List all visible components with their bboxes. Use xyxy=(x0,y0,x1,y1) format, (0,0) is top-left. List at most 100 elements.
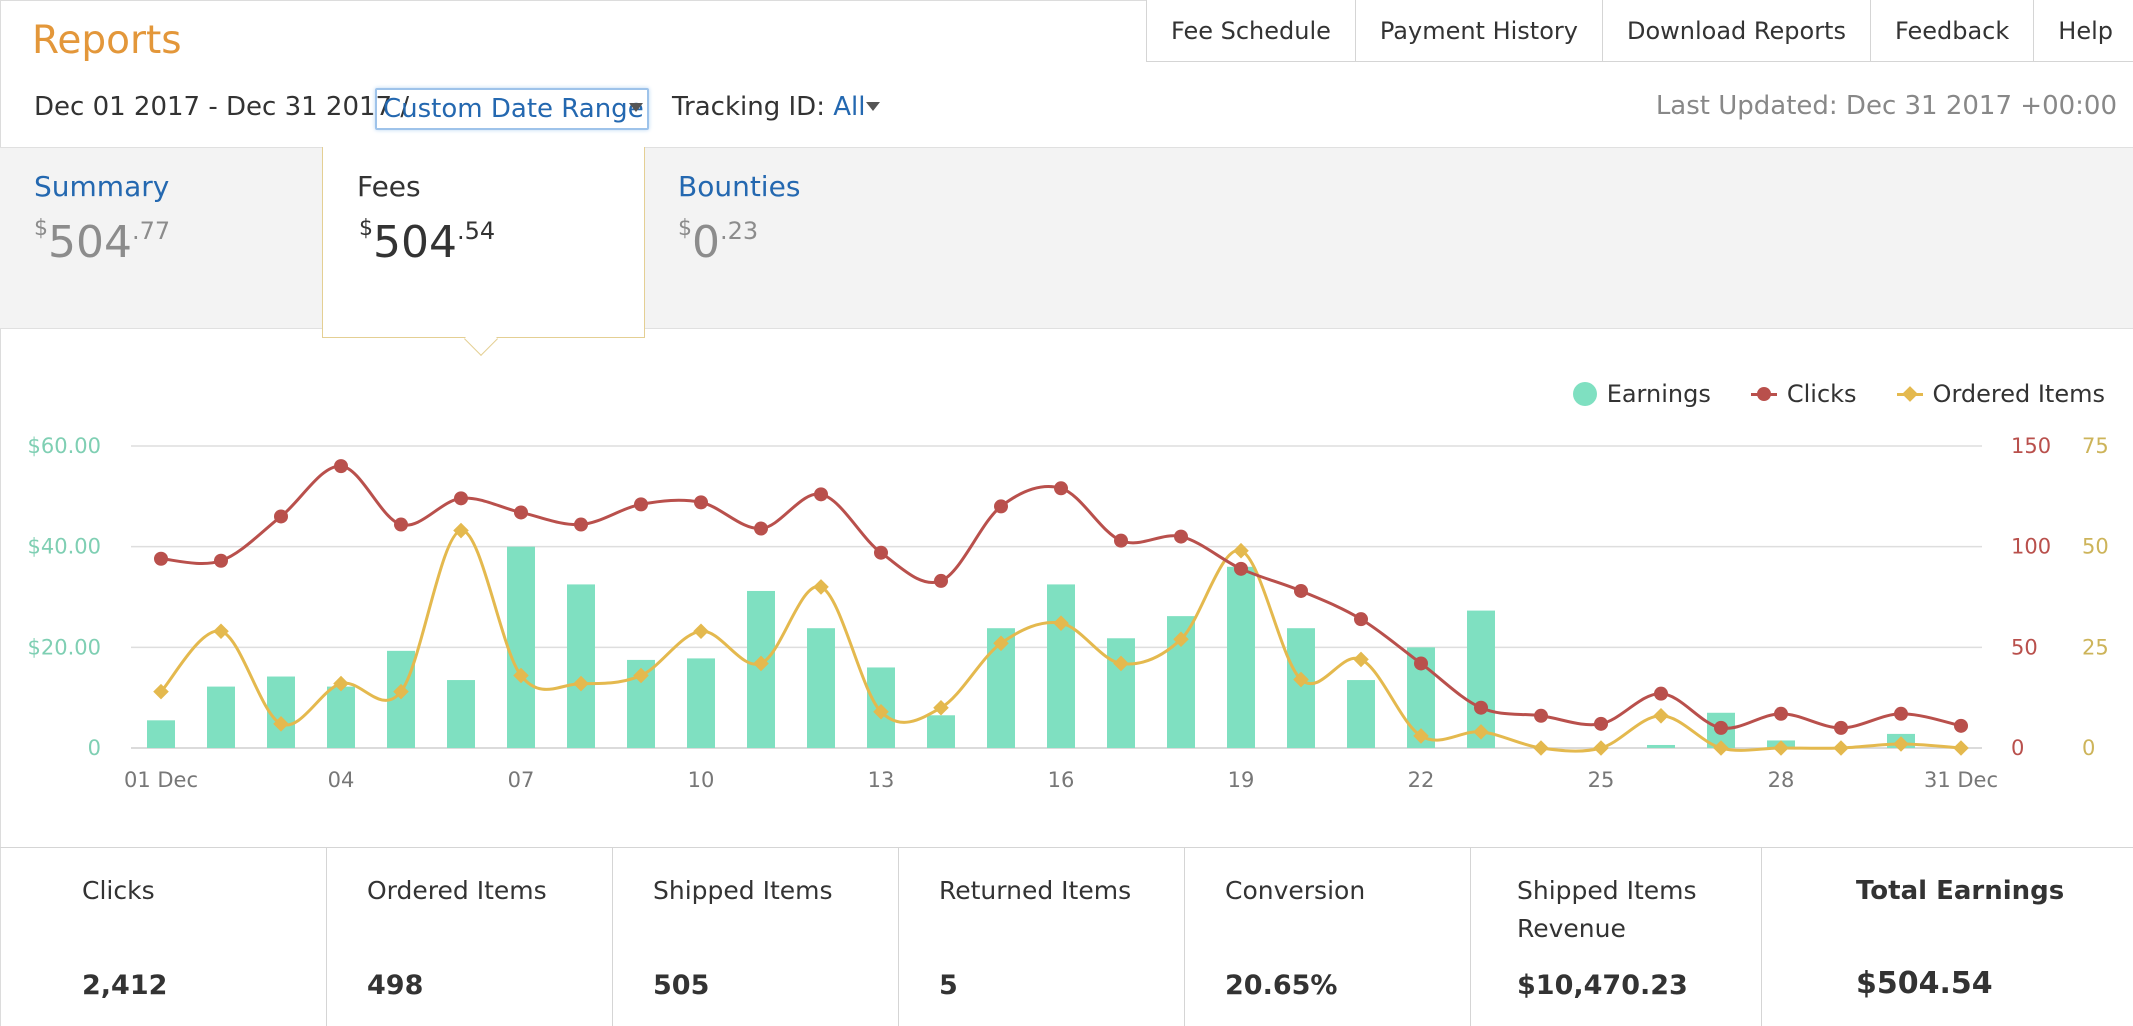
earnings-bar xyxy=(687,658,715,748)
x-tick-label: 16 xyxy=(1048,768,1075,792)
date-range-text: Dec 01 2017 - Dec 31 2017 / xyxy=(34,92,410,122)
ordered-items-point xyxy=(1953,740,1969,756)
clicks-point xyxy=(1774,706,1788,721)
y-left-tick-label: $60.00 xyxy=(28,434,101,458)
ordered-items-point xyxy=(213,623,229,640)
clicks-point xyxy=(1174,529,1188,544)
earnings-bar xyxy=(507,546,535,748)
chevron-down-icon xyxy=(629,103,643,112)
ordered-items-point xyxy=(1233,542,1249,559)
chevron-down-icon[interactable] xyxy=(866,102,880,111)
earnings-bar xyxy=(1647,744,1675,748)
y-right-ordered-tick-label: 75 xyxy=(2082,434,2109,458)
clicks-point xyxy=(1654,686,1668,701)
clicks-point xyxy=(1354,612,1368,627)
clicks-point xyxy=(1234,561,1248,576)
clicks-point xyxy=(634,497,648,512)
feedback-button[interactable]: Feedback xyxy=(1870,0,2035,61)
ordered-items-point xyxy=(1773,740,1789,756)
ordered-items-point xyxy=(513,667,529,684)
tab-fees-amount: $504.54 xyxy=(359,216,496,268)
ordered-items-point xyxy=(1293,671,1309,688)
clicks-point xyxy=(874,545,888,560)
ordered-items-point xyxy=(1113,655,1129,672)
stat-total-earnings: Total Earnings $504.54 xyxy=(1856,876,2065,1001)
earnings-bar xyxy=(1107,638,1135,748)
tab-summary-label[interactable]: Summary xyxy=(34,170,170,203)
tab-fees[interactable]: Fees $504.54 xyxy=(322,147,645,356)
earnings-bar xyxy=(927,715,955,748)
ordered-items-point xyxy=(633,667,649,684)
clicks-point xyxy=(334,459,348,474)
legend-item-earnings[interactable]: Earnings xyxy=(1572,380,1711,408)
clicks-point xyxy=(694,495,708,510)
chart-svg: 0 0 0 $20.00 50 25 $40.00 100 50 $60.00 150 75 01 De… xyxy=(28,434,2109,792)
clicks-point xyxy=(1054,481,1068,496)
ordered-items-point xyxy=(1713,740,1729,756)
x-tick-label: 01 Dec xyxy=(124,768,198,792)
tab-summary[interactable]: Summary $504.77 xyxy=(0,148,322,328)
y-right-clicks-tick-label: 150 xyxy=(2011,434,2051,458)
stat-conversion: Conversion 20.65% xyxy=(1185,848,1471,1026)
clicks-swatch xyxy=(1750,387,1777,401)
stats-row: Clicks 2,412 Ordered Items 498 Shipped Ite… xyxy=(0,847,2133,1026)
x-tick-label: 31 Dec xyxy=(1924,768,1998,792)
payment-history-button[interactable]: Payment History xyxy=(1355,0,1603,61)
x-tick-label: 04 xyxy=(328,768,355,792)
tab-bounties-amount: $0.23 xyxy=(678,216,759,268)
legend-item-clicks[interactable]: Clicks xyxy=(1750,380,1857,408)
ordered-items-point xyxy=(1353,651,1369,668)
y-left-tick-label: 0 xyxy=(88,736,101,760)
clicks-point xyxy=(154,551,168,566)
earnings-bar xyxy=(1347,680,1375,748)
ordered-items-point xyxy=(393,683,409,700)
date-range-select[interactable]: Custom Date Range xyxy=(375,88,649,130)
clicks-point xyxy=(394,517,408,532)
clicks-point xyxy=(1114,533,1128,548)
x-tick-label: 28 xyxy=(1768,768,1795,792)
ordered-items-point xyxy=(273,716,289,732)
last-updated-text: Last Updated: Dec 31 2017 +00:00 xyxy=(1655,91,2117,121)
tab-summary-amount: $504.77 xyxy=(34,216,171,268)
clicks-point xyxy=(574,517,588,532)
stat-returned-items: Returned Items 5 xyxy=(899,848,1185,1026)
y-right-clicks-tick-label: 100 xyxy=(2011,535,2051,559)
x-tick-label: 19 xyxy=(1228,768,1255,792)
x-tick-label: 25 xyxy=(1588,768,1615,792)
y-right-ordered-tick-label: 50 xyxy=(2082,535,2109,559)
earnings-bar xyxy=(1287,628,1315,748)
help-button[interactable]: Help xyxy=(2034,0,2133,61)
legend-item-ordered-items[interactable]: Ordered Items xyxy=(1896,380,2105,408)
clicks-point xyxy=(1954,718,1968,733)
clicks-point xyxy=(274,509,288,524)
earnings-bar xyxy=(567,584,595,748)
clicks-point xyxy=(454,491,468,506)
download-reports-button[interactable]: Download Reports xyxy=(1602,0,1871,61)
clicks-point xyxy=(214,553,228,568)
earnings-chart: 0 0 0 $20.00 50 25 $40.00 100 50 $60.00 150 75 01 De… xyxy=(0,352,2133,822)
earnings-bar xyxy=(807,628,835,748)
tracking-id-value[interactable]: All xyxy=(833,92,866,122)
tab-bounties-label[interactable]: Bounties xyxy=(678,170,801,203)
ordered-items-point xyxy=(1053,615,1069,631)
ordered-items-point xyxy=(1473,724,1489,740)
ordered-items-swatch xyxy=(1896,387,1923,401)
earnings-bar xyxy=(207,686,235,748)
ordered-items-point xyxy=(693,623,709,640)
ordered-items-point xyxy=(1533,740,1549,756)
clicks-point xyxy=(994,499,1008,514)
ordered-items-point xyxy=(1893,736,1909,752)
clicks-point xyxy=(514,505,528,520)
fee-schedule-button[interactable]: Fee Schedule xyxy=(1146,0,1356,61)
clicks-point xyxy=(1474,700,1488,715)
tracking-id-filter[interactable]: Tracking ID: All xyxy=(672,92,865,122)
earnings-swatch xyxy=(1572,382,1597,406)
tab-fees-label[interactable]: Fees xyxy=(357,170,421,203)
stat-clicks: Clicks 2,412 xyxy=(0,848,327,1026)
x-tick-label: 22 xyxy=(1408,768,1435,792)
ordered-items-point xyxy=(333,675,349,692)
active-tab-pointer xyxy=(464,322,498,356)
earnings-bar xyxy=(267,676,295,748)
tab-bounties[interactable]: Bounties $0.23 xyxy=(645,148,967,328)
clicks-point xyxy=(814,487,828,502)
